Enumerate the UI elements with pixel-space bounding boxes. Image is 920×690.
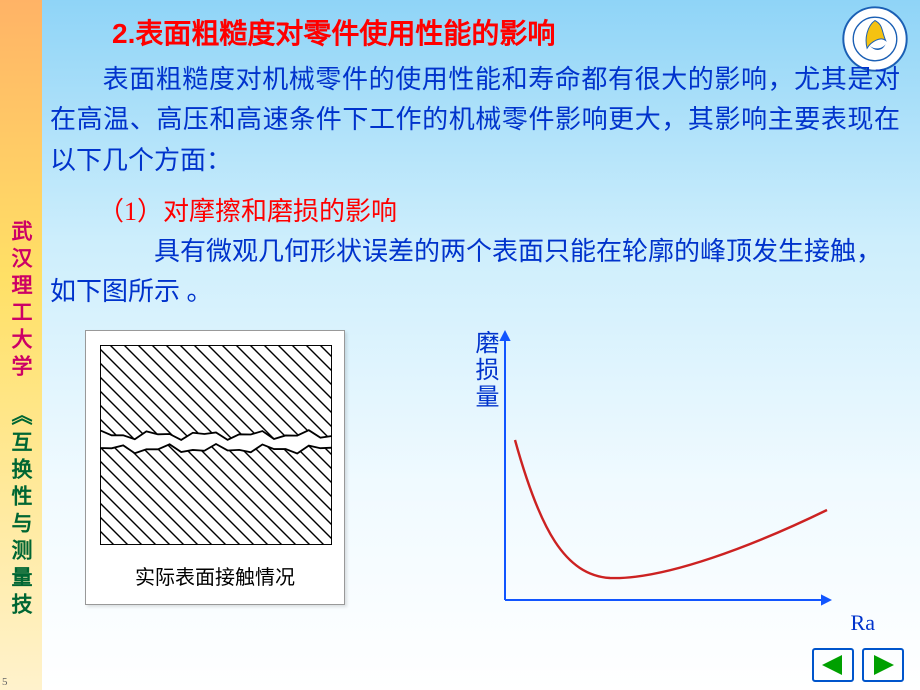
contact-diagram: 实际表面接触情况 xyxy=(85,330,345,605)
prev-slide-button[interactable] xyxy=(812,648,854,682)
slide-content: 2.表面粗糙度对零件使用性能的影响 表面粗糙度对机械零件的使用性能和寿命都有很大… xyxy=(50,12,900,312)
figure-zone: 实际表面接触情况 磨损量 Ra xyxy=(55,320,885,640)
diagram-caption: 实际表面接触情况 xyxy=(100,561,330,590)
sidebar-course: 《互换性与测量技 xyxy=(6,404,36,620)
second-paragraph: 具有微观几何形状误差的两个表面只能在轮廓的峰顶发生接触，如下图所示 。 xyxy=(50,232,900,313)
page-number: 5 xyxy=(2,676,8,688)
section-title: 2.表面粗糙度对零件使用性能的影响 xyxy=(112,12,900,52)
paragraph2-text: 具有微观几何形状误差的两个表面只能在轮廓的峰顶发生接触，如下图所示 。 xyxy=(50,237,882,306)
chart-y-label: 磨损量 xyxy=(467,330,502,411)
chart-x-label: Ra xyxy=(851,610,875,636)
sidebar: 武汉理工大学 《互换性与测量技 xyxy=(0,0,42,690)
wear-chart: 磨损量 Ra xyxy=(455,320,875,640)
sidebar-university: 武汉理工大学 xyxy=(6,220,36,382)
arrow-left-icon xyxy=(812,648,854,682)
subheading: （1）对摩擦和磨损的影响 xyxy=(98,191,900,228)
paragraph-text: 表面粗糙度对机械零件的使用性能和寿命都有很大的影响，尤其是对在高温、高压和高速条… xyxy=(50,65,900,175)
next-slide-button[interactable] xyxy=(862,648,904,682)
main-paragraph: 表面粗糙度对机械零件的使用性能和寿命都有很大的影响，尤其是对在高温、高压和高速条… xyxy=(50,60,900,181)
arrow-right-icon xyxy=(862,648,904,682)
